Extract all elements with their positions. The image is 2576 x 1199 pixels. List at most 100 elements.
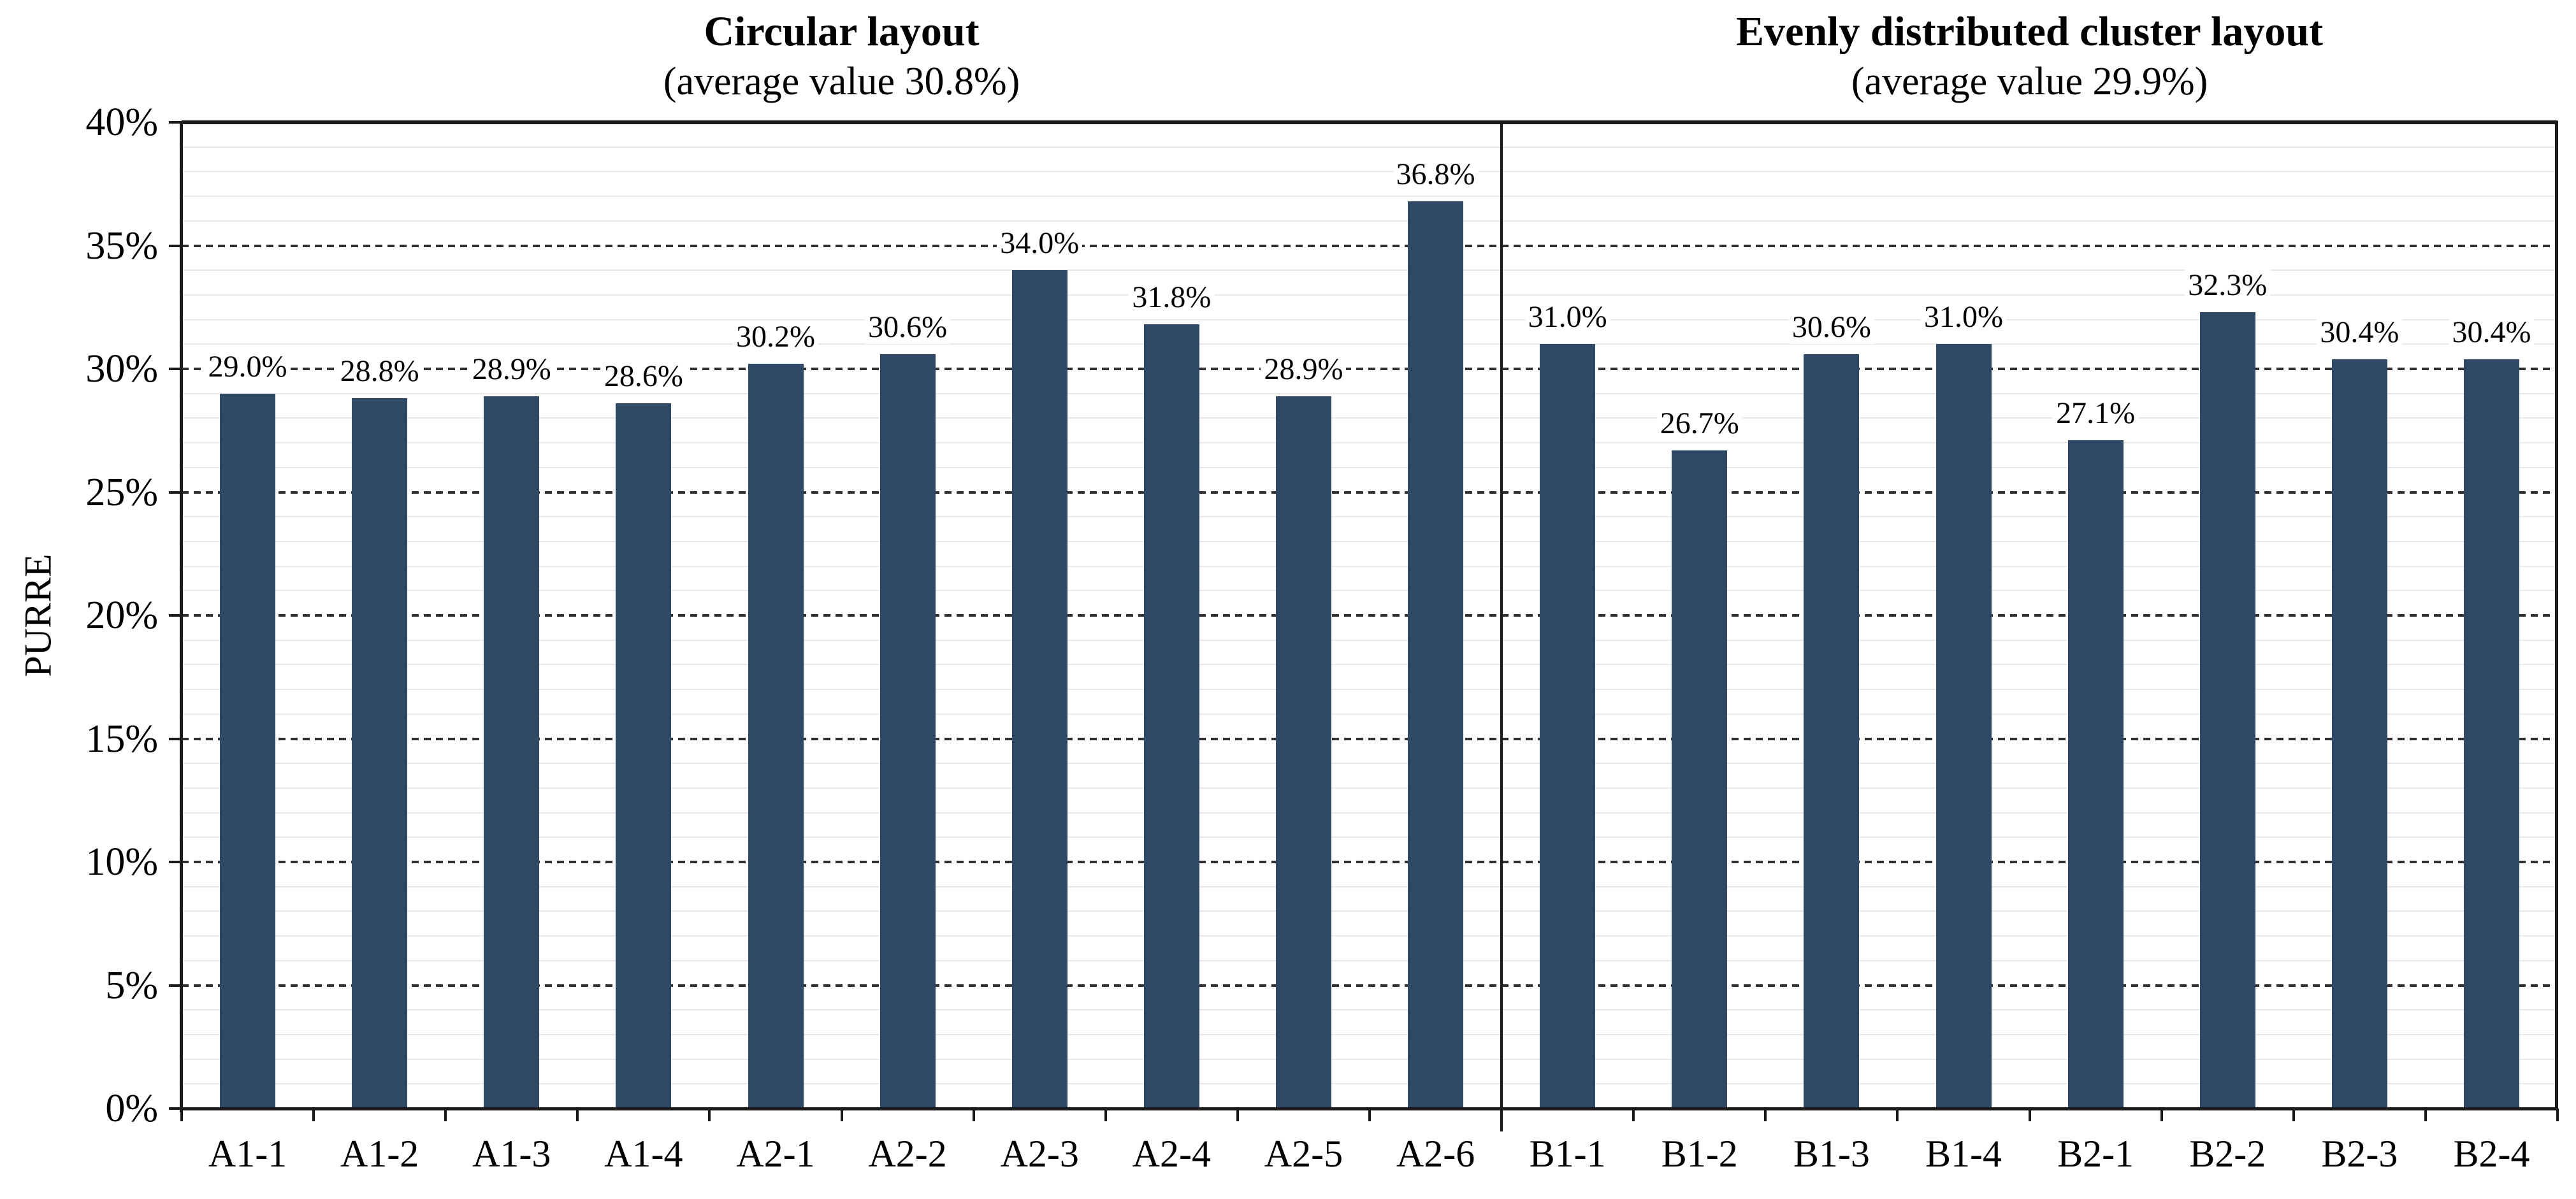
bar-value-label: 31.0%	[1524, 301, 1610, 334]
gridline-minor	[182, 910, 2558, 912]
gridline-major	[182, 368, 2558, 370]
gridline-minor	[182, 1009, 2558, 1011]
bar	[484, 396, 540, 1109]
x-tick-label: A1-2	[340, 1133, 419, 1175]
y-tick-label: 35%	[85, 224, 158, 268]
x-axis-tick	[1764, 1109, 1767, 1121]
y-tick-label: 15%	[85, 717, 158, 761]
gridline-minor	[182, 417, 2558, 419]
gridline-minor	[182, 787, 2558, 789]
x-axis-tick	[1104, 1109, 1107, 1121]
x-axis-tick	[1236, 1109, 1239, 1121]
y-axis-tick	[169, 861, 182, 863]
bar-value-label: 31.0%	[1921, 301, 2006, 334]
gridline-minor	[182, 1083, 2558, 1085]
gridline-major	[182, 614, 2558, 617]
x-tick-label: A1-3	[472, 1133, 551, 1175]
x-tick-label: A2-5	[1264, 1133, 1343, 1175]
bar-value-label: 29.0%	[205, 350, 291, 384]
bar-value-label: 30.4%	[2449, 315, 2535, 349]
bar	[2463, 359, 2519, 1109]
gridline-minor	[182, 812, 2558, 814]
gridline-minor	[182, 886, 2558, 887]
y-axis-tick	[169, 244, 182, 247]
y-tick-label: 25%	[85, 470, 158, 514]
x-tick-label: A2-3	[1000, 1133, 1079, 1175]
x-tick-label: A1-4	[604, 1133, 683, 1175]
gridline-minor	[182, 1033, 2558, 1035]
x-axis-tick	[1368, 1109, 1371, 1121]
x-axis-tick	[444, 1109, 447, 1121]
gridline-minor	[182, 392, 2558, 394]
left-panel-title-box: Circular layout (average value 30.8%)	[182, 6, 1501, 106]
gridline-minor	[182, 664, 2558, 666]
y-axis-tick	[169, 737, 182, 740]
bar-value-label: 26.7%	[1656, 406, 1742, 440]
bar	[616, 403, 672, 1109]
x-tick-label: B2-4	[2453, 1133, 2530, 1175]
bar-value-label: 36.8%	[1393, 157, 1479, 191]
bar	[1408, 201, 1464, 1109]
gridline-major	[182, 984, 2558, 987]
gridline-minor	[182, 269, 2558, 271]
gridline-minor	[182, 763, 2558, 765]
bar	[2067, 440, 2124, 1109]
x-axis-tick	[576, 1109, 579, 1121]
x-axis-tick	[2028, 1109, 2031, 1121]
x-axis-tick	[312, 1109, 315, 1121]
gridline-minor	[182, 713, 2558, 715]
x-axis-tick	[2424, 1109, 2427, 1121]
gridline-major	[182, 861, 2558, 863]
x-axis-tick	[1632, 1109, 1635, 1121]
gridline-minor	[182, 689, 2558, 691]
gridline-minor	[182, 171, 2558, 173]
gridline-minor	[182, 516, 2558, 518]
y-axis-tick	[169, 368, 182, 370]
bar	[1540, 344, 1596, 1109]
y-axis-tick	[169, 491, 182, 494]
bar	[220, 393, 276, 1109]
gridline-minor	[182, 466, 2558, 468]
bar-value-label: 27.1%	[2053, 397, 2139, 431]
bar	[1143, 324, 1199, 1109]
x-tick-label: A2-4	[1132, 1133, 1211, 1175]
x-axis-line	[180, 1107, 2558, 1110]
x-axis-tick	[972, 1109, 975, 1121]
y-axis-tick	[169, 984, 182, 987]
plot-right-border	[2555, 121, 2558, 1110]
bar	[748, 364, 804, 1109]
bar	[2199, 312, 2255, 1109]
bar-value-label: 30.2%	[733, 320, 818, 354]
gridline-major	[182, 491, 2558, 494]
x-tick-label: A2-6	[1396, 1133, 1475, 1175]
y-tick-label: 20%	[85, 594, 158, 637]
x-tick-label: A1-1	[208, 1133, 287, 1175]
right-panel-title-box: Evenly distributed cluster layout (avera…	[1501, 6, 2558, 106]
y-axis-tick	[169, 121, 182, 124]
x-axis-tick	[2292, 1109, 2295, 1121]
gridline-minor	[182, 590, 2558, 592]
x-tick-label: B1-4	[1925, 1133, 2002, 1175]
panel-title: Evenly distributed cluster layout	[1736, 8, 2324, 55]
gridline-minor	[182, 343, 2558, 345]
x-tick-label: B2-1	[2057, 1133, 2134, 1175]
gridline-minor	[182, 935, 2558, 937]
bar-value-label: 30.6%	[865, 310, 951, 344]
bar-value-label: 28.8%	[336, 355, 423, 389]
x-axis-tick	[1500, 1109, 1503, 1131]
x-axis-tick	[2556, 1109, 2559, 1121]
gridline-major	[182, 244, 2558, 247]
y-tick-label: 0%	[105, 1087, 158, 1130]
y-tick-label: 10%	[85, 840, 158, 884]
x-tick-label: A2-1	[736, 1133, 815, 1175]
gridline-minor	[182, 639, 2558, 641]
plot-top-border	[182, 120, 2558, 124]
bar-value-label: 28.6%	[600, 360, 686, 394]
panel-divider	[1500, 122, 1503, 1109]
bar	[1011, 270, 1067, 1109]
gridline-minor	[182, 836, 2558, 838]
gridline-minor	[182, 1058, 2558, 1060]
bar-value-label: 30.4%	[2317, 315, 2403, 349]
gridline-minor	[182, 540, 2558, 542]
